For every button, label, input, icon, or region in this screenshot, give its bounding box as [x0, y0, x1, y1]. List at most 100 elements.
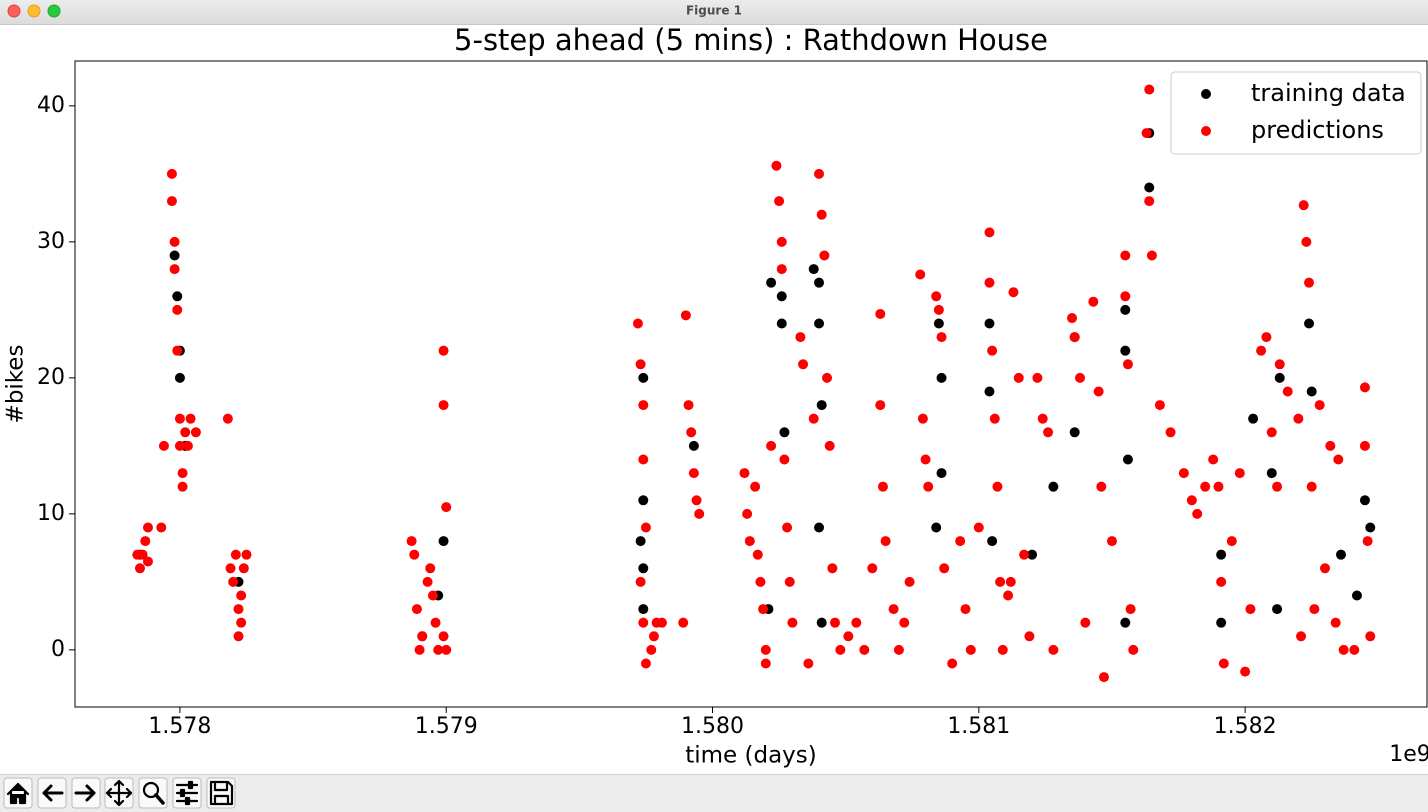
data-point — [933, 304, 944, 315]
data-point — [888, 604, 899, 615]
data-point — [1003, 590, 1014, 601]
data-point — [875, 308, 886, 319]
data-point — [172, 304, 183, 315]
data-point — [1362, 536, 1373, 547]
data-point — [142, 522, 153, 533]
data-point — [1248, 413, 1259, 424]
home-button[interactable] — [3, 777, 33, 809]
data-point — [441, 502, 452, 513]
marks — [132, 84, 1376, 683]
back-button[interactable] — [37, 777, 67, 809]
data-point — [230, 549, 241, 560]
data-point — [177, 468, 188, 479]
data-point — [1325, 440, 1336, 451]
data-point — [686, 427, 697, 438]
data-point — [1027, 549, 1038, 560]
data-point — [1141, 128, 1152, 139]
data-point — [228, 576, 239, 587]
data-point — [635, 359, 646, 370]
data-point — [1037, 413, 1048, 424]
title-bar — [0, 0, 1428, 24]
data-point — [169, 236, 180, 247]
data-point — [1314, 400, 1325, 411]
data-point — [1069, 332, 1080, 343]
data-point — [973, 522, 984, 533]
data-point — [1226, 536, 1237, 547]
data-point — [859, 644, 870, 655]
save-button[interactable] — [206, 777, 236, 809]
data-point — [779, 427, 790, 438]
data-point — [965, 644, 976, 655]
configure-button[interactable] — [172, 777, 202, 809]
data-point — [1208, 454, 1219, 465]
data-point — [1120, 617, 1131, 628]
data-point — [1349, 644, 1360, 655]
data-point — [904, 576, 915, 587]
data-point — [742, 508, 753, 519]
data-point — [1261, 332, 1272, 343]
data-point — [1144, 182, 1155, 193]
data-point — [1330, 617, 1341, 628]
data-point — [236, 590, 247, 601]
data-point — [1338, 644, 1349, 655]
data-point — [771, 160, 782, 171]
data-point — [169, 250, 180, 261]
data-point — [427, 590, 438, 601]
data-point — [174, 372, 185, 383]
data-point — [1335, 549, 1346, 560]
data-point — [987, 536, 998, 547]
data-point — [640, 658, 651, 669]
y-axis-label: #bikes — [3, 345, 29, 424]
zoom-rect-button[interactable] — [138, 777, 168, 809]
axes-frame — [74, 60, 1428, 708]
data-point — [851, 617, 862, 628]
toolbar — [0, 774, 1428, 812]
data-point — [1359, 495, 1370, 506]
data-point — [766, 440, 777, 451]
minimize-button[interactable] — [27, 4, 41, 18]
data-point — [140, 536, 151, 547]
data-point — [430, 617, 441, 628]
data-point — [238, 563, 249, 574]
data-point — [1365, 522, 1376, 533]
data-point — [816, 617, 827, 628]
data-point — [638, 400, 649, 411]
data-point — [1128, 644, 1139, 655]
plot-area: 5-step ahead (5 mins) : Rathdown House t… — [3, 23, 1428, 769]
zoom-button[interactable] — [47, 4, 61, 18]
data-point — [1213, 481, 1224, 492]
y-tick-label: 40 — [37, 93, 65, 118]
data-point — [755, 576, 766, 587]
data-point — [1218, 658, 1229, 669]
data-point — [776, 291, 787, 302]
data-point — [822, 372, 833, 383]
data-point — [1296, 631, 1307, 642]
forward-button[interactable] — [71, 777, 101, 809]
data-point — [798, 359, 809, 370]
data-point — [1274, 372, 1285, 383]
data-point — [156, 522, 167, 533]
data-point — [137, 549, 148, 560]
data-point — [915, 269, 926, 280]
data-point — [1320, 563, 1331, 574]
data-point — [774, 196, 785, 207]
data-point — [1245, 604, 1256, 615]
data-point — [1096, 481, 1107, 492]
pan-button[interactable] — [104, 777, 134, 809]
data-point — [1165, 427, 1176, 438]
data-point — [236, 617, 247, 628]
data-point — [843, 631, 854, 642]
data-point — [984, 318, 995, 329]
data-point — [875, 400, 886, 411]
legend-marker — [1201, 89, 1211, 99]
data-point — [438, 345, 449, 356]
data-point — [1125, 604, 1136, 615]
data-point — [180, 427, 191, 438]
data-point — [417, 631, 428, 642]
data-point — [438, 631, 449, 642]
data-point — [1005, 576, 1016, 587]
data-point — [1301, 236, 1312, 247]
data-point — [739, 468, 750, 479]
close-button[interactable] — [7, 4, 21, 18]
